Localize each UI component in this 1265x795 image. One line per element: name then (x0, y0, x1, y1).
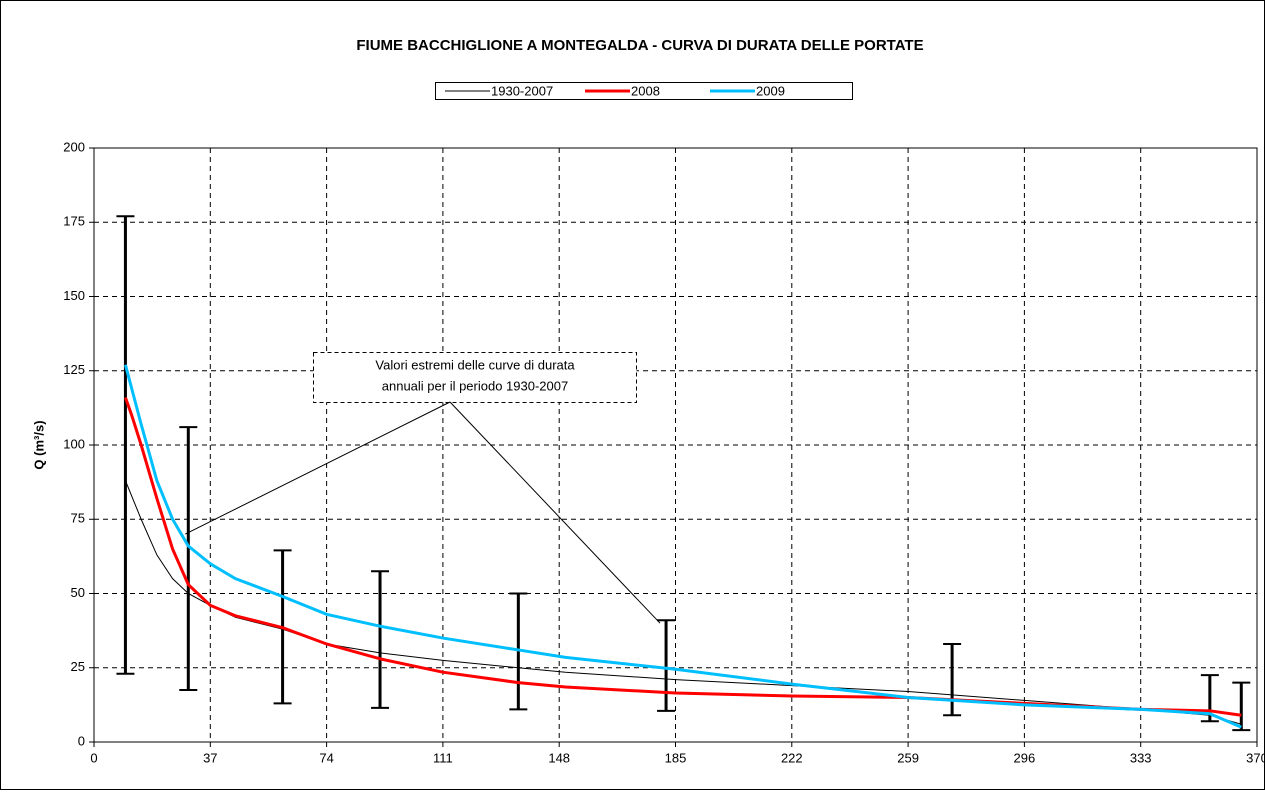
chart-title: FIUME BACCHIGLIONE A MONTEGALDA - CURVA … (356, 37, 923, 54)
range-bar (371, 570, 390, 709)
x-tick-label: 148 (548, 750, 570, 765)
y-tick-label: 25 (71, 659, 85, 674)
y-tick-label: 50 (71, 585, 85, 600)
legend-label: 2008 (631, 83, 660, 98)
range-bar (657, 619, 676, 712)
x-tick-label: 259 (897, 750, 919, 765)
annotation-box (313, 352, 637, 403)
legend-label: 1930-2007 (491, 83, 553, 98)
x-tick-label: 74 (319, 750, 333, 765)
legend-label: 2009 (756, 83, 785, 98)
annotation-text: Valori estremi delle curve di durata (375, 357, 575, 372)
range-bar (943, 642, 962, 717)
x-tick-label: 37 (203, 750, 217, 765)
range-bar (1232, 681, 1251, 732)
y-tick-label: 0 (78, 733, 85, 748)
x-tick-label: 185 (665, 750, 687, 765)
x-tick-label: 0 (90, 750, 97, 765)
y-tick-label: 75 (71, 511, 85, 526)
x-tick-label: 296 (1014, 750, 1036, 765)
x-tick-label: 370 (1246, 750, 1265, 765)
y-tick-label: 100 (63, 436, 85, 451)
x-tick-label: 222 (781, 750, 803, 765)
x-tick-label: 333 (1130, 750, 1152, 765)
annotation-pointer (449, 401, 661, 624)
y-tick-label: 175 (63, 214, 85, 229)
range-bar (179, 426, 198, 692)
x-tick-label: 111 (433, 750, 453, 765)
range-bar (116, 215, 135, 675)
series-line (123, 364, 1242, 729)
annotation-text: annuali per il periodo 1930-2007 (382, 378, 568, 393)
y-tick-label: 125 (63, 362, 85, 377)
y-tick-label: 200 (63, 139, 85, 154)
y-tick-label: 150 (63, 288, 85, 303)
series-line (124, 480, 1242, 725)
legend-box (435, 82, 853, 100)
y-axis-label: Q (m³/s) (31, 420, 46, 469)
annotation-pointer (185, 401, 451, 535)
